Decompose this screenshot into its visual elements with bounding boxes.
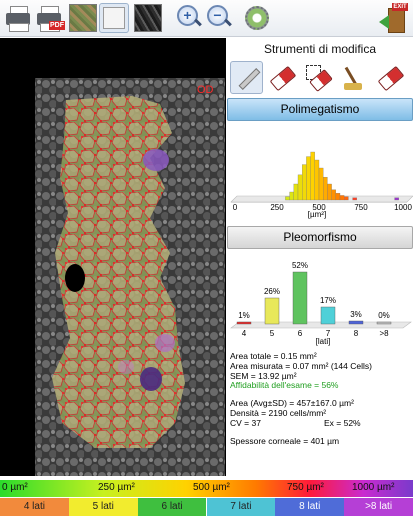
pleomorfismo-data-label: 52% [292,261,308,270]
pleomorfismo-tick-label: 5 [270,329,275,338]
pleomorfismo-bar [292,271,308,325]
edit-tools [228,60,412,95]
polimegatismo-bar [327,183,332,201]
pleomorfismo-header[interactable]: Pleomorfismo [227,226,413,249]
area-avg: Area (Avg±SD) = 457±167.0 µm² [230,398,354,409]
statistics: Area totale = 0.15 mm² Area misurata = 0… [230,351,412,447]
printer-icon[interactable] [4,4,34,32]
polimegatismo-bar [293,183,299,201]
eraser-all-icon[interactable] [374,61,407,94]
polimegatismo-bar [352,197,357,201]
area-eraser-icon[interactable] [302,61,335,94]
cv: CV = 37 [230,417,261,428]
pleomorfismo-data-label: 1% [238,311,250,320]
affidabilita: Affidabilità dell'esame = 56% [230,380,339,391]
eraser-icon[interactable] [266,61,299,94]
zoom-out-icon[interactable]: − [207,5,233,31]
polimegatismo-bar [297,174,303,201]
exit-sign: EXIT [392,3,408,11]
legend-sides-0: 4 lati [0,498,69,516]
polimegatismo-tick-label: 500 [312,203,326,212]
legend-sides-3: 7 lati [206,498,276,516]
exit-icon[interactable]: EXIT [378,3,408,33]
polimegatismo-tick-label: 0 [233,203,238,212]
zoom-in-icon[interactable]: + [177,5,203,31]
endothelium-image[interactable]: OD [0,38,226,476]
pleomorfismo-bar [264,297,280,325]
legend-area-250: 250 µm² [98,482,135,493]
sem: SEM = 13.92 µm² [230,370,297,381]
edge-view-icon[interactable] [99,3,129,33]
ex: Ex = 52% [324,417,361,428]
polimegatismo-bar [335,192,341,201]
spessore-corneale: Spessore corneale = 401 µm [230,435,340,446]
polimegatismo-bar [285,196,290,201]
polimegatismo-bar [394,197,399,201]
pleomorfismo-data-label: 3% [350,310,362,319]
pleomorfismo-tick-label: 4 [242,329,247,338]
polimegatismo-bar [339,195,345,201]
pleomorfismo-chart: 1% 4 26% 5 52% 6 17% 7 3% 8 0% >8 [lati] [230,261,412,346]
polimegatismo-tick-label: 1000 [394,203,412,212]
pleomorfismo-bar [236,321,252,325]
polimegatismo-bar [289,191,294,201]
cell-image-canvas [0,38,226,476]
area-misurata: Area misurata = 0.07 mm² (144 Cells) [230,360,372,371]
polimegatismo-bar [306,156,311,201]
polimegatismo-bar [310,151,315,201]
densita: Densità = 2190 cells/mm² [230,407,327,418]
polimegatismo-bar [318,167,324,201]
pleomorfismo-tick-label: >8 [379,329,389,338]
pleomorfismo-data-label: 26% [264,287,280,296]
legend-sides-1: 5 lati [68,498,138,516]
polimegatismo-bar [323,176,328,201]
polimegatismo-bar [344,196,349,201]
polimegatismo-tick-label: 250 [270,203,284,212]
legend-area-500: 500 µm² [193,482,230,493]
polimegatismo-bar [314,159,320,201]
legend-sides-2: 6 lati [137,498,207,516]
pencil-icon[interactable] [230,61,263,94]
tools-title: Strumenti di modifica [263,42,377,56]
pleomorfismo-tick-label: 8 [354,329,359,338]
polimegatismo-tick-label: 750 [354,203,368,212]
toolbar: PDF + − EXIT [0,0,413,37]
pleomorfismo-bar [376,321,392,325]
pleomorfismo-tick-label: 6 [298,329,303,338]
area-totale: Area totale = 0.15 mm² [230,351,317,361]
polimegatismo-bar [302,164,307,201]
broom-icon[interactable] [338,61,371,94]
pleomorfismo-data-label: 17% [320,296,336,305]
color-cells-view-icon[interactable] [69,4,97,32]
pdf-badge: PDF [49,21,65,30]
pleomorfismo-bar [320,306,336,325]
legend-area-750: 750 µm² [287,482,324,493]
pleomorfismo-xlabel: [lati] [316,337,331,346]
gray-view-icon[interactable] [134,4,162,32]
legend-area-0: 0 µm² [2,482,28,493]
polimegatismo-header[interactable]: Polimegatismo [227,98,413,121]
polimegatismo-bar [331,189,336,201]
polimegatismo-chart: 0 250 500 750 1000 [µm²] [230,151,413,219]
pleomorfismo-tick-label: 7 [326,329,331,338]
settings-gear-icon[interactable] [243,4,271,32]
pleomorfismo-data-label: 0% [378,311,390,320]
legend-area-1000: 1000 µm² [352,482,395,493]
eye-label: OD [197,84,214,96]
sides-color-legend: 4 lati 5 lati 6 lati 7 lati 8 lati >8 lati [0,498,413,516]
legend-sides-4: 8 lati [275,498,345,516]
area-color-legend: 0 µm² 250 µm² 500 µm² 750 µm² 1000 µm² [0,480,413,497]
polimegatismo-xlabel: [µm²] [308,210,326,219]
pleomorfismo-bar [348,320,364,325]
legend-sides-5: >8 lati [344,498,413,516]
printer-pdf-icon[interactable]: PDF [35,4,67,32]
